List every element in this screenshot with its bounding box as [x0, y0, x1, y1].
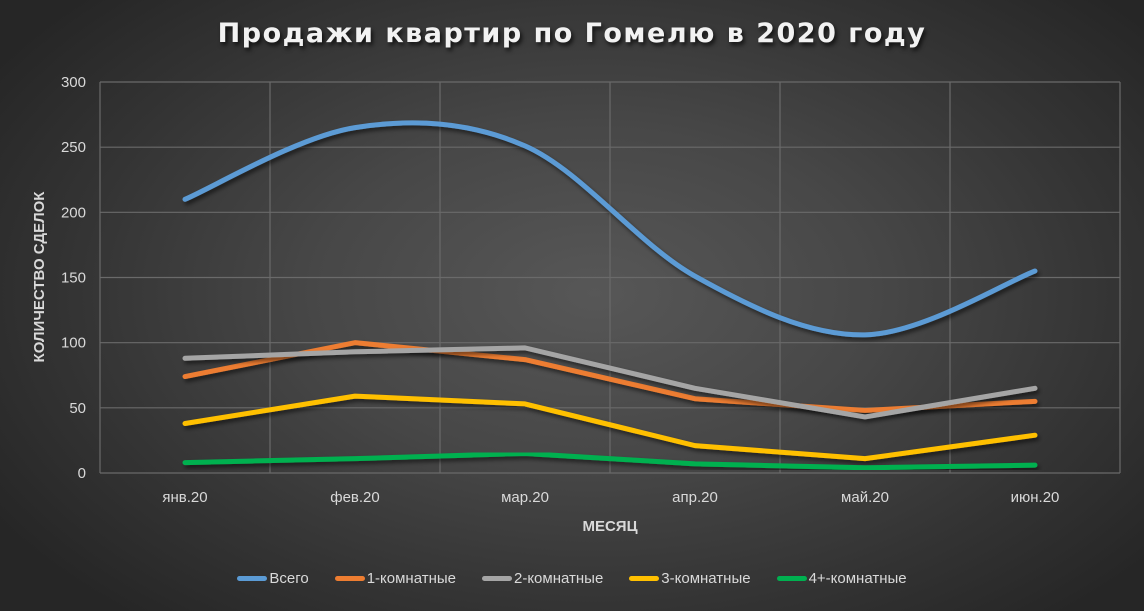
series-line-2: [182, 345, 1038, 420]
legend-line-marker-icon: [237, 576, 268, 581]
x-tick-label: янв.20: [162, 489, 207, 506]
legend-item[interactable]: Всего: [237, 570, 309, 587]
legend-label: 2-комнатные: [513, 570, 604, 587]
y-tick-label: 250: [61, 139, 86, 156]
y-tick-label: 150: [61, 270, 86, 287]
series-line-1: [182, 340, 1038, 413]
chart-title: Продажи квартир по Гомелю в 2020 году: [217, 18, 927, 49]
legend-label: 3-комнатные: [661, 570, 751, 587]
legend-line-marker-icon: [334, 576, 365, 581]
y-tick-label: 300: [61, 74, 86, 91]
legend-item[interactable]: 1-комнатные: [334, 570, 456, 587]
y-axis-title: КОЛИЧЕСТВО СДЕЛОК: [31, 191, 48, 363]
series-line-3: [182, 393, 1038, 462]
series-lines: [182, 120, 1038, 471]
y-tick-label: 0: [78, 465, 86, 482]
legend: Всего 1-комнатные 2-комнатные 3-комнатные 4+…: [0, 570, 1144, 587]
x-axis-ticks: янв.20 фев.20 мар.20 апр.20 май.20 июн.20: [162, 489, 1059, 506]
x-tick-label: мар.20: [501, 489, 549, 506]
legend-line-marker-icon: [776, 576, 807, 581]
y-tick-label: 200: [61, 204, 86, 221]
legend-label: 4+-комнатные: [808, 570, 907, 587]
gridlines: [99, 81, 1121, 474]
series-line-4: [182, 450, 1038, 471]
legend-line-marker-icon: [481, 576, 512, 581]
y-tick-label: 100: [61, 335, 86, 352]
legend-item[interactable]: 3-комнатные: [629, 570, 751, 587]
legend-label: Всего: [269, 570, 309, 587]
x-tick-label: фев.20: [330, 489, 380, 506]
legend-line-marker-icon: [629, 576, 660, 581]
x-tick-label: апр.20: [672, 489, 718, 506]
x-axis-title: МЕСЯЦ: [582, 518, 637, 535]
series-line-0: [182, 120, 1038, 338]
legend-item[interactable]: 2-комнатные: [481, 570, 604, 587]
x-tick-label: июн.20: [1011, 489, 1060, 506]
x-tick-label: май.20: [841, 489, 889, 506]
y-tick-label: 50: [69, 400, 86, 417]
y-axis-ticks: 0 50 100 150 200 250 300: [61, 74, 86, 482]
legend-item[interactable]: 4+-комнатные: [776, 570, 907, 587]
legend-label: 1-комнатные: [366, 570, 456, 587]
